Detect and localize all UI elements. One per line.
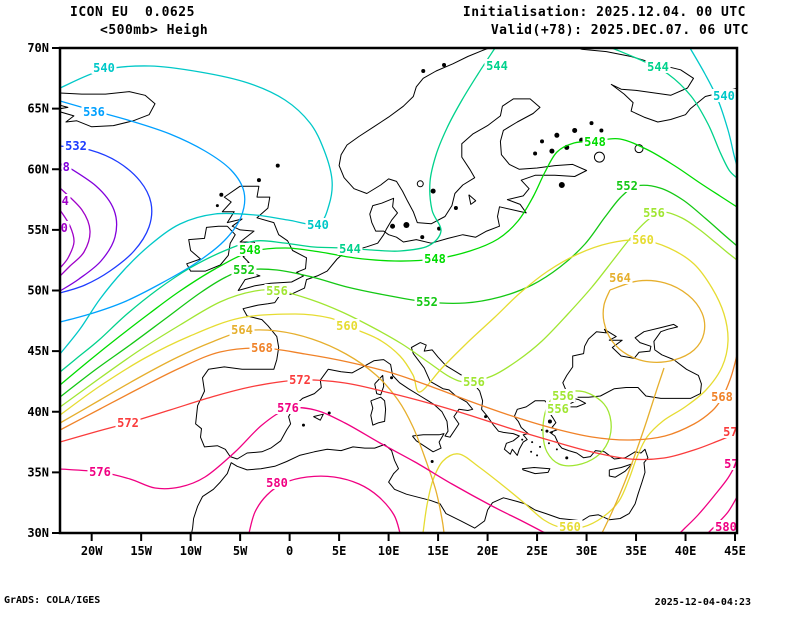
svg-text:520: 520 xyxy=(46,221,68,235)
svg-text:0: 0 xyxy=(286,544,293,558)
coastlines-layer xyxy=(60,48,737,533)
svg-text:35N: 35N xyxy=(27,465,49,479)
svg-text:556: 556 xyxy=(547,402,569,416)
svg-text:576: 576 xyxy=(724,457,746,471)
svg-text:30E: 30E xyxy=(576,544,598,558)
svg-text:556: 556 xyxy=(266,284,288,298)
model-title: ICON EU 0.0625 xyxy=(70,5,195,20)
svg-text:20E: 20E xyxy=(477,544,499,558)
svg-text:45N: 45N xyxy=(27,344,49,358)
svg-text:10W: 10W xyxy=(180,544,202,558)
svg-text:10E: 10E xyxy=(378,544,400,558)
svg-text:528: 528 xyxy=(48,160,70,174)
svg-text:532: 532 xyxy=(65,139,87,153)
svg-text:70N: 70N xyxy=(27,41,49,55)
axes-layer: 70N 65N 60N 55N 50N 45N 40N 35N 30N 20W 15W 10W 5W 0 5… xyxy=(27,41,746,558)
svg-text:45E: 45E xyxy=(724,544,746,558)
svg-text:5W: 5W xyxy=(233,544,248,558)
svg-text:572: 572 xyxy=(723,425,745,439)
svg-text:552: 552 xyxy=(233,263,255,277)
svg-text:5E: 5E xyxy=(332,544,346,558)
svg-text:540: 540 xyxy=(713,89,735,103)
field-title: <500mb> Heigh xyxy=(100,23,209,38)
svg-text:544: 544 xyxy=(647,60,669,74)
init-time-label: Initialisation: 2025.12.04. 00 UTC xyxy=(462,5,746,20)
svg-text:564: 564 xyxy=(609,271,631,285)
valid-time-label: Valid(+78): 2025.DEC.07. 06 UTC xyxy=(490,23,749,38)
svg-text:560: 560 xyxy=(559,520,581,534)
svg-text:552: 552 xyxy=(416,295,438,309)
svg-text:552: 552 xyxy=(616,179,638,193)
svg-text:15W: 15W xyxy=(130,544,152,558)
svg-text:536: 536 xyxy=(83,105,105,119)
svg-text:40N: 40N xyxy=(27,405,49,419)
svg-text:55N: 55N xyxy=(27,223,49,237)
svg-text:568: 568 xyxy=(711,390,733,404)
svg-text:524: 524 xyxy=(47,194,69,208)
grads-credit: GrADS: COLA/IGES xyxy=(4,595,101,606)
svg-text:548: 548 xyxy=(584,135,606,149)
svg-text:548: 548 xyxy=(424,252,446,266)
creation-timestamp: 2025-12-04-04:23 xyxy=(654,597,751,608)
svg-text:20W: 20W xyxy=(81,544,103,558)
svg-text:572: 572 xyxy=(117,416,139,430)
svg-text:544: 544 xyxy=(339,242,361,256)
svg-text:572: 572 xyxy=(289,373,311,387)
contours-layer xyxy=(60,48,737,533)
svg-text:50N: 50N xyxy=(27,284,49,298)
svg-text:540: 540 xyxy=(93,61,115,75)
svg-text:576: 576 xyxy=(277,401,299,415)
svg-text:30N: 30N xyxy=(27,526,49,540)
svg-text:576: 576 xyxy=(89,465,111,479)
svg-text:560: 560 xyxy=(336,319,358,333)
svg-text:544: 544 xyxy=(486,59,508,73)
svg-text:40E: 40E xyxy=(675,544,697,558)
svg-text:568: 568 xyxy=(251,341,273,355)
svg-text:15E: 15E xyxy=(427,544,449,558)
svg-text:564: 564 xyxy=(231,323,253,337)
svg-text:540: 540 xyxy=(307,218,329,232)
svg-text:60N: 60N xyxy=(27,162,49,176)
svg-text:548: 548 xyxy=(239,243,261,257)
svg-text:556: 556 xyxy=(552,389,574,403)
svg-text:580: 580 xyxy=(715,520,737,534)
svg-text:556: 556 xyxy=(463,375,485,389)
svg-text:560: 560 xyxy=(632,233,654,247)
contour-labels-layer: 520 524 528 532 536 540 540 540 544 544 544 548 548 5… xyxy=(46,59,746,534)
svg-text:25E: 25E xyxy=(526,544,548,558)
svg-text:556: 556 xyxy=(643,206,665,220)
svg-text:35E: 35E xyxy=(625,544,647,558)
svg-text:65N: 65N xyxy=(27,102,49,116)
svg-text:580: 580 xyxy=(266,476,288,490)
